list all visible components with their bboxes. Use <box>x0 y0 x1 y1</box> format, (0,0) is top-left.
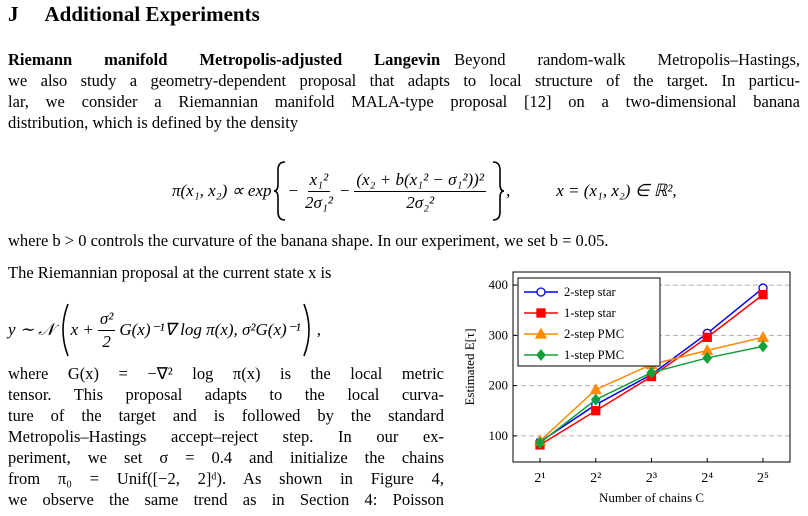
heading: J Additional Experiments <box>8 2 260 27</box>
equation: π(x₁, x₂) ∝ exp − x₁² 2σ₁² − (x₂ + b(x₁² … <box>172 160 677 222</box>
paragraph-line: tensor. This proposal adapts to the loca… <box>8 385 444 404</box>
paragraph: The Riemannian proposal at the current s… <box>8 263 332 282</box>
y-tick-label: 200 <box>489 378 509 393</box>
denominator: 2 <box>102 331 111 351</box>
marker <box>590 393 601 406</box>
math: , <box>316 320 321 339</box>
paragraph: where b > 0 controls the curvature of th… <box>8 231 609 250</box>
paren <box>302 303 310 357</box>
equation: y ∼ 𝒩 x + σ² 2 G(x)⁻¹∇ log π(x), σ²G(x)⁻¹… <box>8 300 321 360</box>
fraction: (x₂ + b(x₁² − σ₁²))² 2σ₂² <box>354 170 486 213</box>
x-tick-label: 2² <box>590 471 601 486</box>
paragraph-line: ture of the target and is followed by th… <box>8 406 444 425</box>
marker <box>536 308 546 318</box>
section-title: Additional Experiments <box>44 2 260 26</box>
marker <box>756 331 770 342</box>
y-axis-label: Estimated E[τ] <box>462 328 477 405</box>
marker <box>534 327 548 339</box>
paren <box>61 303 69 357</box>
math: y ∼ 𝒩 <box>8 320 55 339</box>
y-tick-label: 100 <box>489 428 509 443</box>
brace <box>492 161 505 221</box>
paragraph-line: where G(x) = −∇² log π(x) is the local m… <box>8 364 444 383</box>
brace <box>273 161 285 221</box>
legend-label: 2-step star <box>564 285 617 299</box>
marker <box>535 436 545 449</box>
marker <box>591 406 601 416</box>
math: G(x)⁻¹∇ log π(x), σ²G(x)⁻¹ <box>119 320 301 339</box>
marker <box>702 332 712 342</box>
fraction: x₁² 2σ₁² <box>303 170 335 213</box>
math: − <box>338 181 351 200</box>
paragraph-line: periment, we set σ = 0.4 and initialize … <box>8 448 444 467</box>
plot-frame <box>512 271 791 463</box>
y-tick-label: 300 <box>489 327 509 342</box>
marker <box>646 366 657 379</box>
paragraph-line: we also study a geometry-dependent propo… <box>8 71 800 90</box>
legend-label: 1-step PMC <box>564 348 624 362</box>
text: Beyond random-walk Metropolis–Hastings, <box>454 50 800 69</box>
numerator: (x₂ + b(x₁² − σ₁²))² <box>354 170 486 192</box>
legend-label: 2-step PMC <box>564 327 624 341</box>
math: π(x₁, x₂) ∝ exp <box>172 181 272 200</box>
numerator: σ² <box>97 309 116 331</box>
math: , <box>505 181 511 200</box>
x-tick-label: 2¹ <box>534 471 545 486</box>
denominator: 2σ₂² <box>406 192 435 212</box>
x-axis-label: Number of chains C <box>599 490 704 505</box>
denominator: 2σ₁² <box>304 192 333 212</box>
fraction: σ² 2 <box>97 309 116 352</box>
paragraph-lead: Riemann manifold Metropolis-adjusted Lan… <box>8 50 441 69</box>
marker <box>758 340 768 353</box>
section-number: J <box>8 2 19 26</box>
chart: 100 200 300 400 2¹ 2² 2³ 2⁴ 2⁵ Number of chains C… <box>462 271 791 505</box>
paragraph-line: Metropolis–Hastings accept–reject step. … <box>8 427 444 446</box>
marker <box>702 351 713 364</box>
legend-label: 1-step star <box>564 306 617 320</box>
paragraph-line: from π₀ = Unif([−2, 2]ᵈ). As shown in Fi… <box>8 469 444 488</box>
x-tick-label: 2⁵ <box>757 471 769 486</box>
math: x = (x₁, x₂) ∈ ℝ², <box>556 181 677 200</box>
math: x + <box>70 320 94 339</box>
marker <box>536 348 546 362</box>
x-tick-label: 2³ <box>646 471 657 486</box>
marker <box>589 383 602 395</box>
marker <box>536 287 546 297</box>
marker <box>758 289 768 300</box>
paragraph-line: we observe the same trend as in Section … <box>8 490 444 509</box>
math: − <box>287 181 299 200</box>
paragraph-line: Riemann manifold Metropolis-adjusted Lan… <box>8 50 800 70</box>
y-tick-label: 400 <box>489 277 509 292</box>
x-tick-label: 2⁴ <box>701 471 713 486</box>
paragraph-line: distribution, which is defined by the de… <box>8 113 299 132</box>
numerator: x₁² <box>307 170 331 192</box>
paragraph-line: lar, we consider a Riemannian manifold M… <box>8 92 800 111</box>
